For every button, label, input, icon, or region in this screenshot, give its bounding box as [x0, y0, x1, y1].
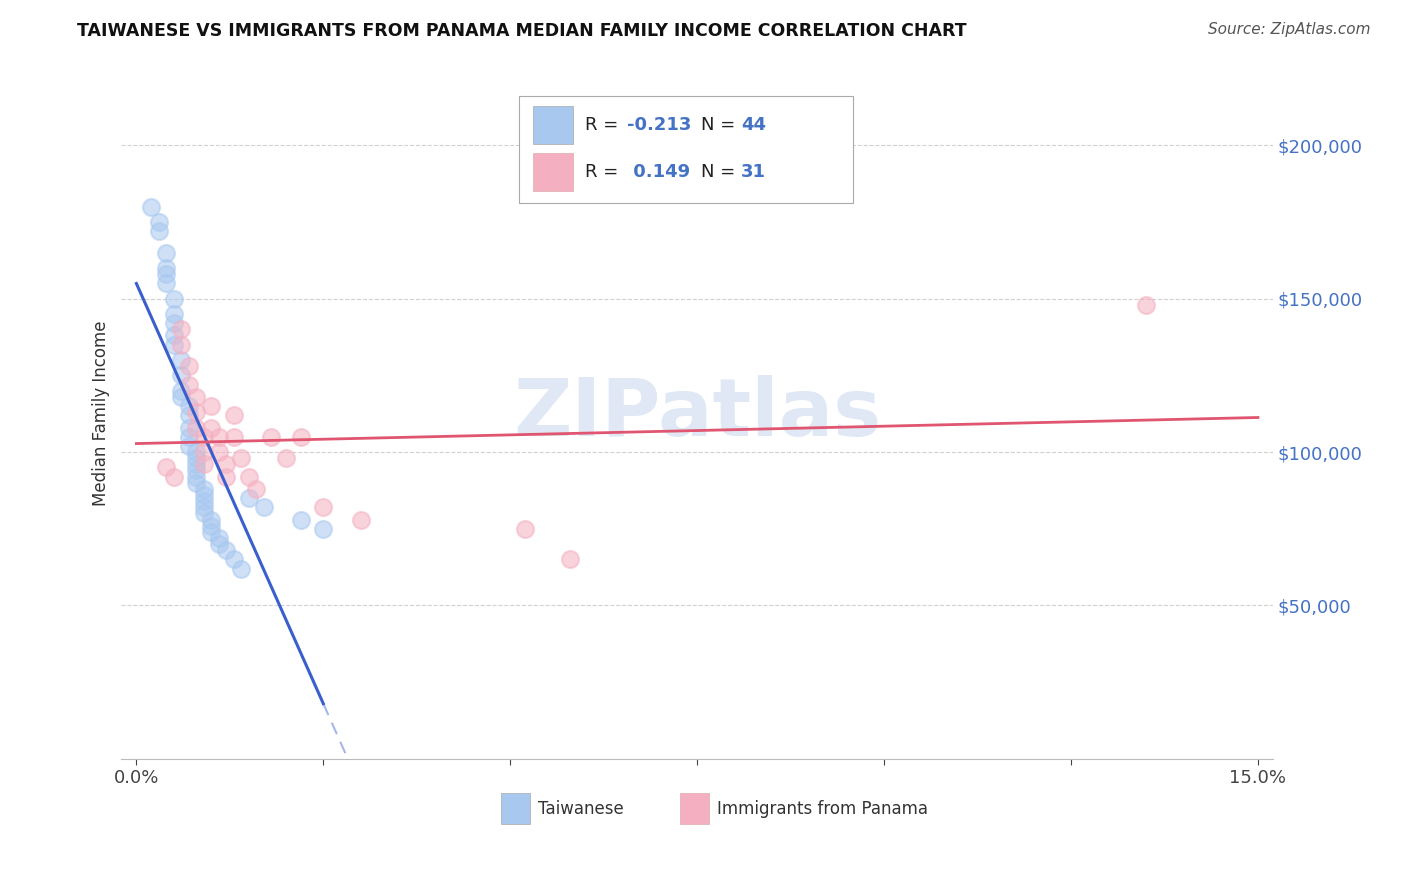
Text: N =: N = — [700, 116, 741, 134]
Point — [312, 500, 335, 515]
Point — [222, 409, 245, 423]
Point — [177, 377, 200, 392]
Point — [558, 552, 581, 566]
FancyBboxPatch shape — [519, 96, 852, 203]
FancyBboxPatch shape — [533, 106, 572, 145]
Point — [222, 552, 245, 566]
Point — [177, 420, 200, 434]
Point — [177, 409, 200, 423]
Point — [177, 430, 200, 444]
Text: 44: 44 — [741, 116, 766, 134]
Point — [163, 328, 186, 343]
Point — [215, 469, 238, 483]
Point — [1135, 298, 1157, 312]
Point — [163, 292, 186, 306]
Point — [170, 390, 193, 404]
Text: ZIPatlas: ZIPatlas — [513, 375, 882, 453]
FancyBboxPatch shape — [681, 794, 709, 824]
Point — [177, 439, 200, 453]
Point — [155, 245, 177, 260]
Point — [193, 488, 215, 502]
Point — [141, 200, 163, 214]
Text: 0.149: 0.149 — [627, 163, 690, 181]
Point — [274, 451, 297, 466]
Point — [186, 458, 208, 472]
Point — [200, 399, 222, 413]
Point — [170, 322, 193, 336]
Point — [193, 494, 215, 508]
Text: Immigrants from Panama: Immigrants from Panama — [717, 799, 928, 818]
Point — [200, 420, 222, 434]
Text: R =: R = — [585, 163, 624, 181]
Text: Taiwanese: Taiwanese — [538, 799, 624, 818]
Text: TAIWANESE VS IMMIGRANTS FROM PANAMA MEDIAN FAMILY INCOME CORRELATION CHART: TAIWANESE VS IMMIGRANTS FROM PANAMA MEDI… — [77, 22, 967, 40]
Point — [186, 469, 208, 483]
Point — [186, 445, 208, 459]
Point — [148, 215, 170, 229]
Point — [215, 543, 238, 558]
Point — [208, 531, 231, 545]
Point — [186, 475, 208, 490]
Point — [170, 337, 193, 351]
Point — [186, 463, 208, 477]
Point — [193, 507, 215, 521]
Point — [163, 469, 186, 483]
Point — [252, 500, 274, 515]
Point — [260, 430, 283, 444]
Point — [245, 482, 267, 496]
Point — [290, 512, 312, 526]
Point — [350, 512, 373, 526]
Point — [163, 316, 186, 330]
Point — [193, 445, 215, 459]
Point — [170, 384, 193, 398]
Point — [238, 469, 260, 483]
Point — [186, 405, 208, 419]
Text: 31: 31 — [741, 163, 766, 181]
Point — [208, 430, 231, 444]
Point — [177, 359, 200, 373]
Point — [155, 277, 177, 291]
Point — [208, 537, 231, 551]
Point — [186, 420, 208, 434]
Point — [200, 518, 222, 533]
Point — [155, 267, 177, 281]
Point — [163, 307, 186, 321]
Point — [229, 562, 252, 576]
Point — [200, 512, 222, 526]
Point — [186, 390, 208, 404]
Point — [193, 482, 215, 496]
Point — [193, 430, 215, 444]
Point — [222, 430, 245, 444]
Point — [200, 524, 222, 539]
FancyBboxPatch shape — [533, 153, 572, 191]
Text: N =: N = — [700, 163, 741, 181]
Point — [238, 491, 260, 505]
Text: Source: ZipAtlas.com: Source: ZipAtlas.com — [1208, 22, 1371, 37]
Y-axis label: Median Family Income: Median Family Income — [93, 321, 110, 507]
Point — [170, 353, 193, 368]
Text: R =: R = — [585, 116, 624, 134]
Point — [515, 522, 537, 536]
Point — [155, 460, 177, 475]
Point — [163, 337, 186, 351]
Point — [290, 430, 312, 444]
Point — [177, 399, 200, 413]
Point — [193, 500, 215, 515]
FancyBboxPatch shape — [502, 794, 530, 824]
Point — [148, 224, 170, 238]
Text: -0.213: -0.213 — [627, 116, 692, 134]
Point — [208, 445, 231, 459]
Point — [155, 260, 177, 275]
Point — [312, 522, 335, 536]
Point — [170, 368, 193, 383]
Point — [215, 458, 238, 472]
Point — [193, 458, 215, 472]
Point — [229, 451, 252, 466]
Point — [186, 451, 208, 466]
